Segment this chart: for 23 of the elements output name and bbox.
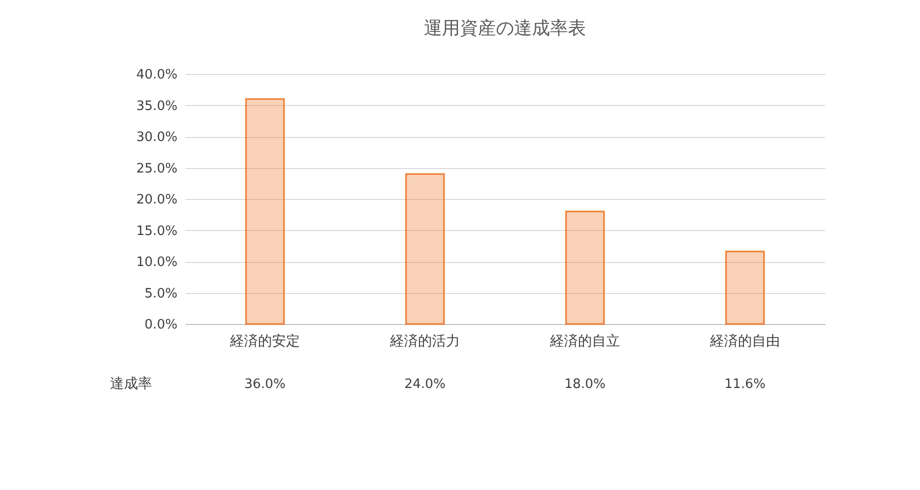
data-label: 18.0% [564, 377, 606, 392]
x-tick-label: 経済的活力 [389, 334, 460, 350]
data-label: 11.6% [724, 377, 766, 392]
bar [725, 250, 765, 325]
x-tick-label: 経済的自由 [709, 334, 780, 350]
data-label: 36.0% [244, 377, 286, 392]
bar [245, 98, 285, 325]
x-tick-label: 経済的自立 [549, 334, 620, 350]
x-tick-label: 経済的安定 [229, 334, 300, 350]
y-tick-label: 30.0% [136, 130, 178, 145]
y-tick-label: 15.0% [136, 224, 178, 239]
data-label: 24.0% [404, 377, 446, 392]
y-tick-label: 35.0% [136, 98, 178, 114]
y-tick-label: 0.0% [144, 318, 178, 332]
bar [405, 173, 445, 325]
bar [565, 210, 605, 325]
y-tick-label: 10.0% [136, 255, 178, 270]
y-tick-label: 20.0% [136, 192, 178, 208]
y-tick-label: 40.0% [136, 68, 178, 82]
y-tick-label: 25.0% [136, 161, 178, 176]
text: 達成率 [110, 376, 152, 392]
chart-title: 運用資産の達成率表 [424, 18, 586, 39]
y-tick-label: 5.0% [144, 286, 178, 302]
